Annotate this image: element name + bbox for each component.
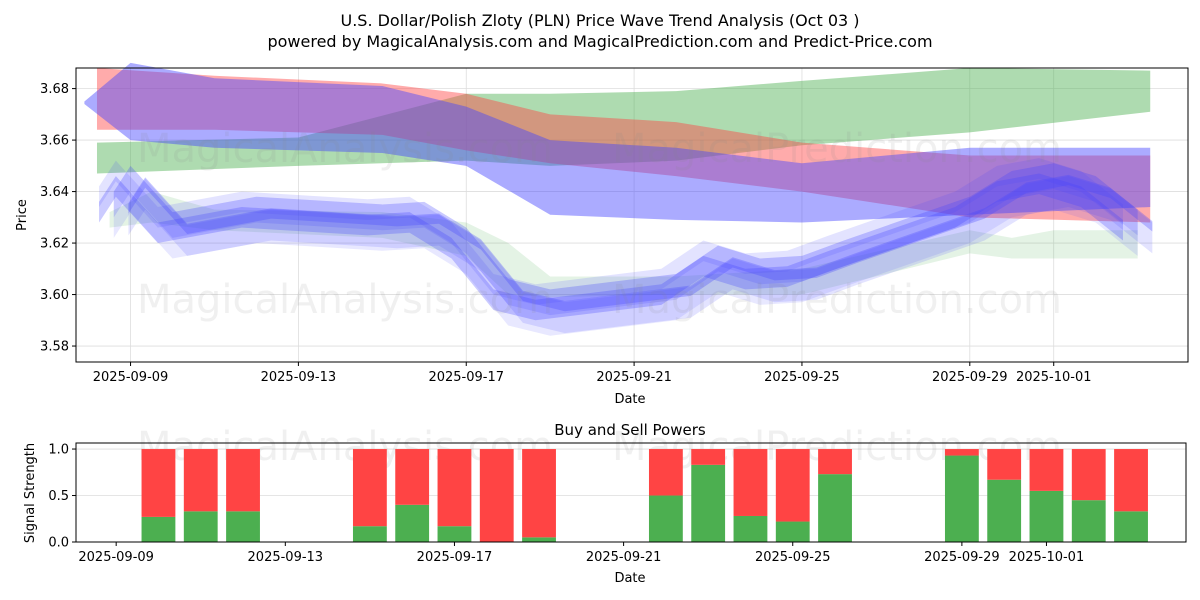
price-wave-chart: MagicalAnalysis.com MagicalPrediction.co… xyxy=(15,62,1189,407)
buy-bar xyxy=(987,479,1022,542)
x-tick-label: 2025-09-09 xyxy=(78,550,154,565)
y-tick-label: 3.58 xyxy=(40,340,69,355)
buy-bar xyxy=(818,474,852,542)
chart-title: U.S. Dollar/Polish Zloty (PLN) Price Wav… xyxy=(340,11,859,30)
y-axis-label: Price xyxy=(15,199,30,231)
sell-bar xyxy=(395,449,430,505)
x-axis-label: Date xyxy=(614,392,645,407)
buy-bar xyxy=(733,515,768,542)
x-tick-label: 2025-09-09 xyxy=(93,370,169,385)
buy-bar xyxy=(648,495,683,542)
y-tick-label: 0.5 xyxy=(48,489,69,504)
buy-bar xyxy=(1029,490,1064,542)
x-tick-label: 2025-09-13 xyxy=(248,550,324,565)
sell-bar xyxy=(226,449,260,512)
sell-bar xyxy=(183,449,218,512)
sell-bar xyxy=(987,449,1022,480)
band-green-short xyxy=(109,191,1138,298)
wave-band xyxy=(128,174,1153,312)
y-tick-label: 3.66 xyxy=(40,134,69,149)
wave-band xyxy=(128,176,1153,334)
x-tick-label: 2025-09-25 xyxy=(755,550,831,565)
buy-bar xyxy=(141,516,176,542)
wave-band xyxy=(113,163,1138,336)
y-axis-label: Signal Strength xyxy=(23,443,38,543)
sell-bar xyxy=(1071,449,1106,501)
band-blue-long xyxy=(84,62,1151,223)
x-tick-label: 2025-10-01 xyxy=(1009,550,1085,565)
buy-bar xyxy=(437,526,472,542)
y-tick-label: 3.62 xyxy=(40,237,69,252)
sell-bar xyxy=(437,449,472,527)
buy-bar xyxy=(395,504,430,542)
buy-bar xyxy=(522,537,556,542)
buy-bar xyxy=(183,511,218,542)
x-tick-label: 2025-09-21 xyxy=(596,370,672,385)
sell-bar xyxy=(775,449,810,522)
band-red-long xyxy=(96,68,1151,223)
band-green-long xyxy=(96,68,1151,174)
y-tick-label: 1.0 xyxy=(48,443,69,458)
sell-bar xyxy=(352,449,387,527)
watermark: MagicalAnalysis.com xyxy=(137,277,553,323)
x-tick-label: 2025-09-25 xyxy=(764,370,840,385)
buy-bar xyxy=(226,511,260,542)
buy-sell-chart: Buy and Sell Powers MagicalAnalysis.com … xyxy=(23,421,1187,586)
buy-bar xyxy=(691,464,726,542)
buy-bar xyxy=(944,455,979,542)
chart-subtitle: powered by MagicalAnalysis.com and Magic… xyxy=(267,32,932,51)
x-axis-label: Date xyxy=(614,571,645,586)
buy-bar xyxy=(1114,511,1148,542)
sell-bar xyxy=(1029,449,1064,491)
wave-band xyxy=(99,158,1123,305)
watermark: MagicalPrediction.com xyxy=(612,277,1062,323)
sell-bar xyxy=(648,449,683,496)
y-tick-label: 3.64 xyxy=(40,185,69,200)
sell-bar xyxy=(141,449,176,517)
y-tick-label: 3.68 xyxy=(40,82,69,97)
sell-bar xyxy=(691,449,726,465)
watermark: MagicalPrediction.com xyxy=(612,126,1062,172)
x-tick-label: 2025-09-17 xyxy=(428,370,504,385)
sell-bar xyxy=(479,449,514,542)
plot-frame xyxy=(75,67,1189,363)
x-tick-label: 2025-09-29 xyxy=(932,370,1008,385)
sell-bar xyxy=(818,449,852,475)
buy-bar xyxy=(775,521,810,542)
x-tick-label: 2025-09-29 xyxy=(924,550,1000,565)
x-tick-label: 2025-10-01 xyxy=(1016,370,1092,385)
subchart-title: Buy and Sell Powers xyxy=(554,421,706,439)
y-tick-label: 0.0 xyxy=(48,536,69,551)
x-tick-label: 2025-09-17 xyxy=(417,550,493,565)
buy-bar xyxy=(352,526,387,542)
wave-band xyxy=(113,163,1138,316)
x-tick-label: 2025-09-21 xyxy=(586,550,662,565)
wave-band xyxy=(99,173,1123,321)
plot-frame xyxy=(75,442,1187,543)
sell-bar xyxy=(733,449,768,516)
buy-bar xyxy=(1071,500,1106,542)
watermark: MagicalAnalysis.com xyxy=(137,126,553,172)
sell-bar xyxy=(944,449,979,456)
x-tick-label: 2025-09-13 xyxy=(261,370,337,385)
sell-bar xyxy=(522,449,556,538)
sell-bar xyxy=(1114,449,1148,512)
y-tick-label: 3.60 xyxy=(40,288,69,303)
